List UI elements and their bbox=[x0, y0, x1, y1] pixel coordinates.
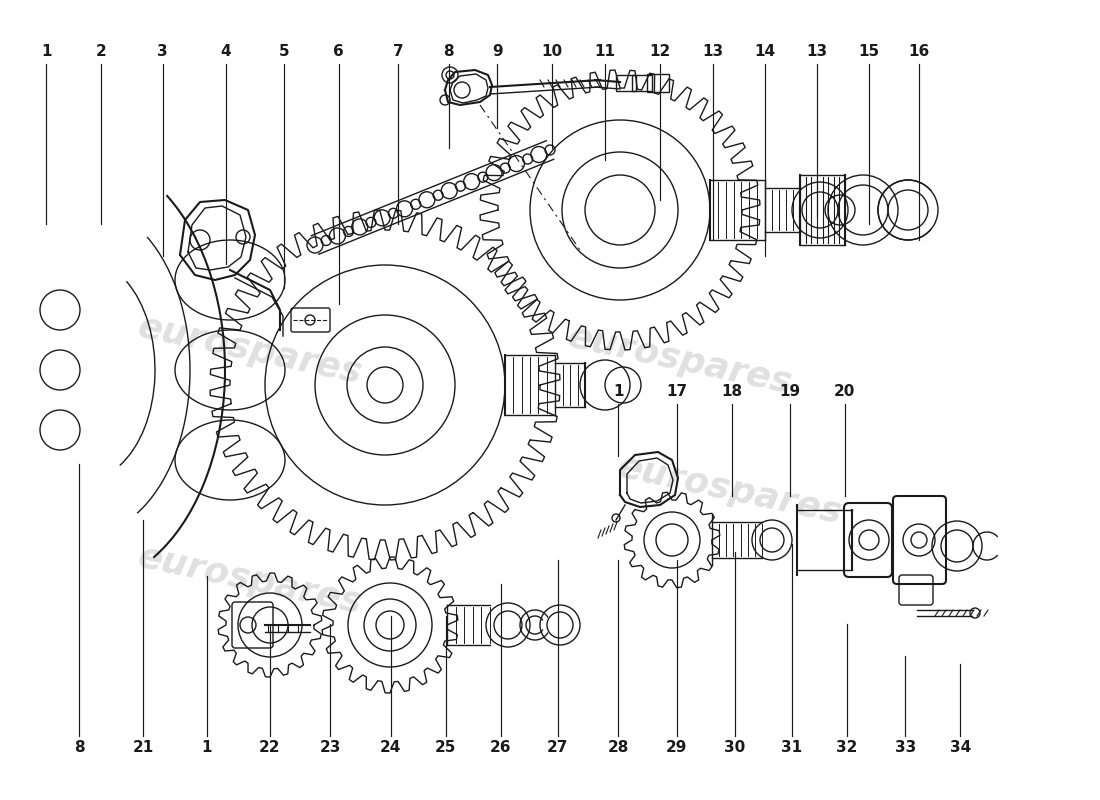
Text: 32: 32 bbox=[836, 741, 858, 755]
Text: 27: 27 bbox=[547, 741, 569, 755]
Text: 34: 34 bbox=[949, 741, 971, 755]
Text: 29: 29 bbox=[666, 741, 688, 755]
Text: 31: 31 bbox=[781, 741, 803, 755]
Text: eurospares: eurospares bbox=[134, 540, 365, 620]
Text: 10: 10 bbox=[541, 45, 563, 59]
Text: 26: 26 bbox=[490, 741, 512, 755]
Text: 9: 9 bbox=[492, 45, 503, 59]
Text: 2: 2 bbox=[96, 45, 107, 59]
Text: eurospares: eurospares bbox=[134, 310, 365, 390]
Text: 14: 14 bbox=[754, 45, 776, 59]
Text: 20: 20 bbox=[834, 385, 856, 399]
Text: 6: 6 bbox=[333, 45, 344, 59]
Text: 13: 13 bbox=[702, 45, 724, 59]
Text: 22: 22 bbox=[258, 741, 280, 755]
Text: 8: 8 bbox=[443, 45, 454, 59]
Text: 23: 23 bbox=[319, 741, 341, 755]
Text: 28: 28 bbox=[607, 741, 629, 755]
Text: 25: 25 bbox=[434, 741, 456, 755]
Text: eurospares: eurospares bbox=[564, 320, 795, 400]
Text: 24: 24 bbox=[379, 741, 401, 755]
Text: eurospares: eurospares bbox=[615, 450, 845, 530]
Text: 7: 7 bbox=[393, 45, 404, 59]
Text: 8: 8 bbox=[74, 741, 85, 755]
Text: 30: 30 bbox=[724, 741, 746, 755]
Text: 1: 1 bbox=[201, 741, 212, 755]
Text: 15: 15 bbox=[858, 45, 880, 59]
Text: 13: 13 bbox=[806, 45, 828, 59]
Text: 19: 19 bbox=[779, 385, 801, 399]
Text: 17: 17 bbox=[666, 385, 688, 399]
Text: 11: 11 bbox=[594, 45, 616, 59]
Text: 4: 4 bbox=[220, 45, 231, 59]
Text: 21: 21 bbox=[132, 741, 154, 755]
Text: 16: 16 bbox=[908, 45, 930, 59]
Text: 12: 12 bbox=[649, 45, 671, 59]
Text: 5: 5 bbox=[278, 45, 289, 59]
Text: 18: 18 bbox=[720, 385, 742, 399]
Text: 1: 1 bbox=[41, 45, 52, 59]
Text: 1: 1 bbox=[613, 385, 624, 399]
Text: 3: 3 bbox=[157, 45, 168, 59]
Text: 33: 33 bbox=[894, 741, 916, 755]
